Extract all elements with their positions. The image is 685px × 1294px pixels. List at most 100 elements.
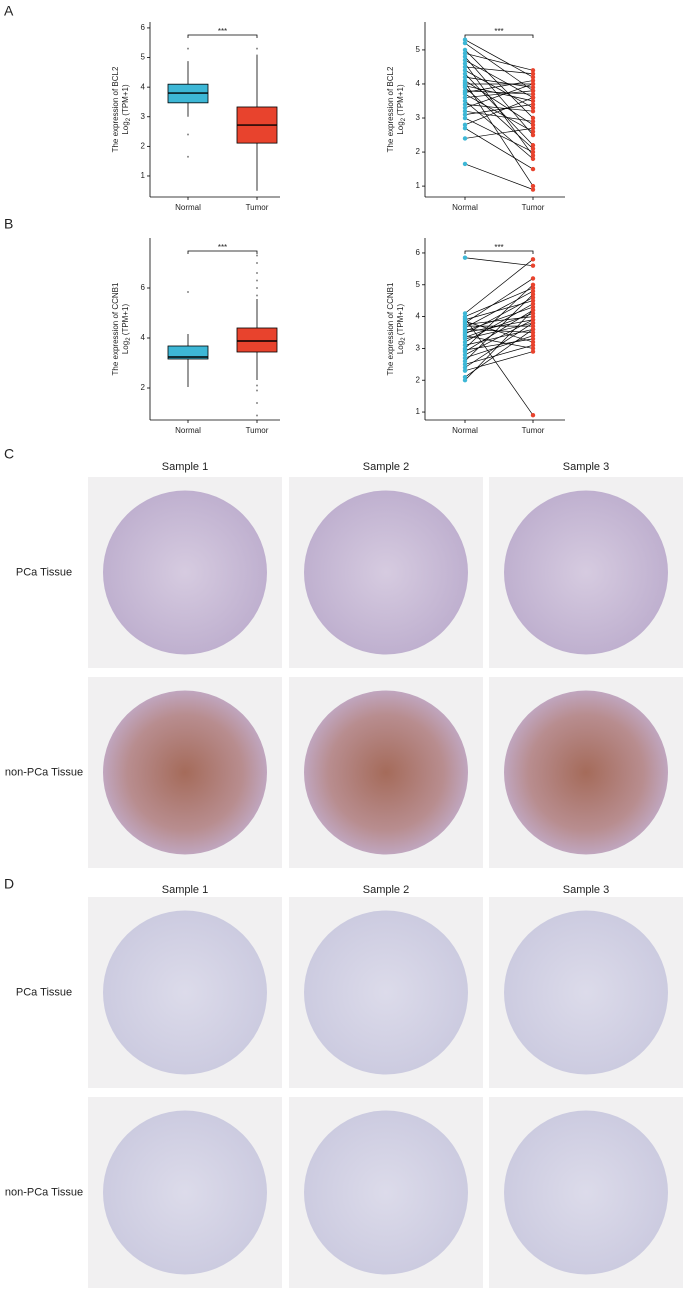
outlier [256,47,258,50]
pair-line [464,82,534,187]
tissue-core [304,910,468,1075]
point [462,98,468,104]
pair-line [464,317,534,416]
box [167,345,209,360]
point [530,115,536,121]
unit-sub: 2 [401,117,407,121]
outlier [187,47,189,50]
column-header: Sample 2 [363,884,409,896]
point [462,115,468,121]
point [462,51,468,56]
point [530,119,536,124]
point [530,68,536,73]
point [530,98,536,104]
point [530,153,536,158]
x-tick-label: Normal [175,426,201,435]
y-axis-label: The expression of BCL2 [386,66,395,152]
tissue-core [304,690,468,855]
pair-line [464,344,534,365]
point [530,276,536,281]
unit-base: Log [396,121,405,134]
y-tick-label: 4 [416,79,421,88]
point [462,374,468,380]
pair-line [464,297,534,335]
point [530,298,536,303]
point [530,126,536,131]
point [462,64,468,70]
point [462,105,468,110]
pair-line [464,127,534,139]
point [462,102,468,107]
point [462,95,468,100]
point [462,91,468,97]
point [462,68,468,73]
point [530,71,536,76]
point [530,132,536,138]
pair-line [464,335,534,359]
y-tick-label: 4 [416,312,421,321]
column-header: Sample 2 [363,461,409,473]
point [462,343,468,348]
tissue-core [504,1110,668,1275]
y-tick-label: 2 [416,147,421,156]
point [530,143,536,148]
point [462,61,468,66]
point [530,282,536,287]
pair-line [464,85,534,102]
point [462,368,468,373]
point [462,85,468,90]
outlier [256,384,258,387]
tissue-core [103,490,267,655]
x-tick-label: Tumor [246,426,269,435]
tissue-core [504,910,668,1075]
point [530,323,536,329]
y-tick-label: 6 [416,248,421,257]
pair-line [464,83,534,109]
unit-base: Log [396,341,405,354]
pair-line [464,290,534,329]
y-tick-label: 2 [141,383,146,392]
point [530,308,536,313]
y-tick-label: 1 [416,181,421,190]
point [462,122,468,128]
tissue-core [103,1110,267,1275]
point [530,301,536,307]
pair-line [464,90,534,98]
outlier [256,254,258,257]
point [462,71,468,76]
sig-label: *** [218,243,227,252]
pair-line [464,52,534,71]
outlier [256,262,258,264]
point [530,330,536,335]
y-axis-label: The expression of CCNB1 [111,282,120,375]
y-tick-label: 3 [141,112,146,121]
point [462,349,468,354]
pair-line [464,278,534,324]
column-header: Sample 1 [162,884,208,896]
x-tick-label: Normal [452,426,478,435]
point [530,346,536,351]
point [462,54,468,59]
point [530,320,536,326]
pair-line [464,287,534,317]
row-label: PCa Tissue [16,566,72,578]
panel-label: A [4,3,14,19]
point [530,74,536,80]
panel-label: B [4,216,13,232]
y-axis-unit: Log2 (TPM+1) [121,304,131,355]
point [530,78,536,83]
pair-line [464,90,534,95]
row-label: PCa Tissue [16,986,72,998]
pair-line [464,316,534,325]
panel-label: C [4,446,14,462]
unit-rest: (TPM+1) [121,304,130,338]
pair-line [464,117,534,153]
point [462,109,468,114]
pair-line [464,70,534,109]
point [530,102,536,107]
x-tick-label: Tumor [522,426,545,435]
unit-sub: 2 [126,117,132,121]
sig-label: *** [494,243,503,252]
outlier [256,279,258,282]
point [530,288,536,294]
